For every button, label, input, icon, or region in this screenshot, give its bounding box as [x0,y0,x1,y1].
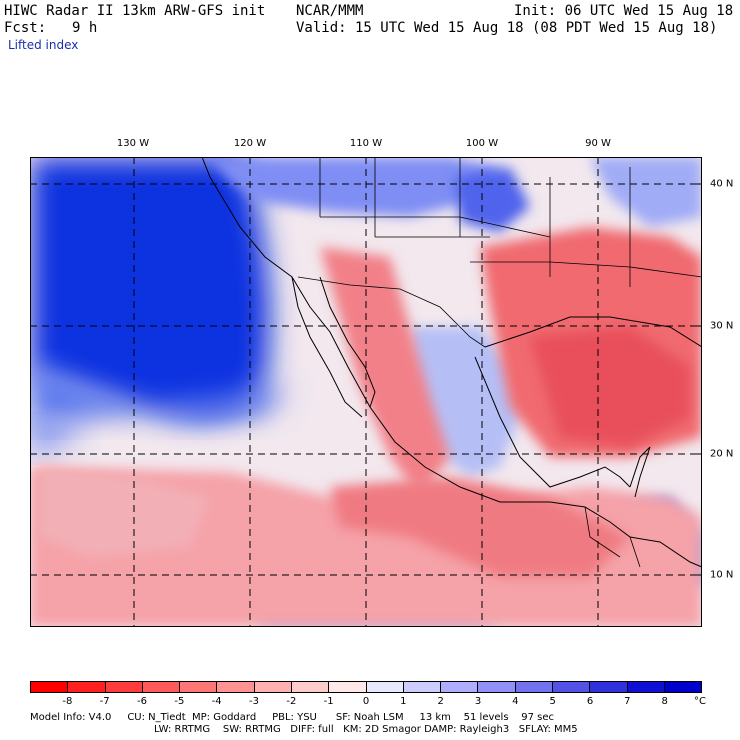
colorbar-swatch [515,682,553,692]
colorbar-swatch [478,682,516,692]
colorbar-swatch [441,682,479,692]
init-time: Init: 06 UTC Wed 15 Aug 18 [514,3,734,19]
colorbar-tick-label: -4 [211,696,222,707]
colorbar-tick-label: 3 [474,696,482,707]
colorbar-swatch [366,682,404,692]
lat-label-40n: 40 N [710,178,734,190]
colorbar-swatch [403,682,442,692]
forecast-hour: 9 h [72,20,98,36]
colorbar-tick-label: -2 [286,696,297,707]
colorbar-tick-label: 0 [362,696,370,707]
colorbar-swatch [105,682,143,692]
lat-label-30n: 30 N [710,320,734,332]
colorbar-tick-label: 1 [400,696,407,707]
colorbar-tick-label: 4 [512,696,519,707]
political-borders [297,157,702,568]
colorbar-tick-label: -7 [99,696,110,707]
colorbar-swatch [180,682,218,692]
colorbar-tick-label: -1 [323,696,334,707]
colorbar-swatch [217,682,255,692]
model-info-line1: Model Info: V4.0 CU: N_Tiedt MP: Goddard… [30,712,555,723]
model-info-line2: LW: RRTMG SW: RRTMG DIFF: full KM: 2D Sm… [154,724,578,735]
colorbar-tick-label: 6 [586,696,594,707]
colorbar-unit: °C [694,696,706,707]
colorbar-swatch [291,682,330,692]
lon-label-120w: 120 W [233,138,267,149]
colorbar-swatch [627,682,665,692]
lat-lon-grid [30,157,702,627]
lon-label-110w: 110 W [349,138,383,149]
colorbar-swatch [329,682,367,692]
field-name: Lifted index [8,38,79,52]
colorbar-swatch [68,682,106,692]
valid-time: Valid: 15 UTC Wed 15 Aug 18 (08 PDT Wed … [296,20,718,36]
colorbar-tick-label: -3 [249,696,259,707]
colorbar-swatch [590,682,628,692]
colorbar-swatch [552,682,591,692]
forecast-label: Fcst: [4,20,47,36]
lon-label-130w: 130 W [116,138,150,149]
colorbar-tick-label: -6 [137,696,147,707]
lifted-index-map [30,157,702,627]
colorbar-tick-label: 2 [437,696,444,707]
colorbar-tick-label: 8 [661,696,668,707]
coastlines [201,157,702,568]
lon-label-90w: 90 W [585,138,611,149]
map-frame [30,157,702,627]
lon-label-100w: 100 W [465,138,499,149]
colorbar [30,681,702,693]
colorbar-tick-label: 7 [624,696,631,707]
colorbar-tick-label: -5 [174,696,185,707]
colorbar-swatch [664,682,702,692]
lat-label-20n: 20 N [710,448,734,460]
lat-label-10n: 10 N [710,569,734,581]
colorbar-tick-label: -8 [62,696,73,707]
colorbar-swatch [31,682,69,692]
model-center: NCAR/MMM [296,3,364,19]
colorbar-swatch [142,682,181,692]
map-title: HIWC Radar II 13km ARW-GFS init [4,3,266,19]
colorbar-swatch [254,682,292,692]
colorbar-tick-label: 5 [549,696,556,707]
